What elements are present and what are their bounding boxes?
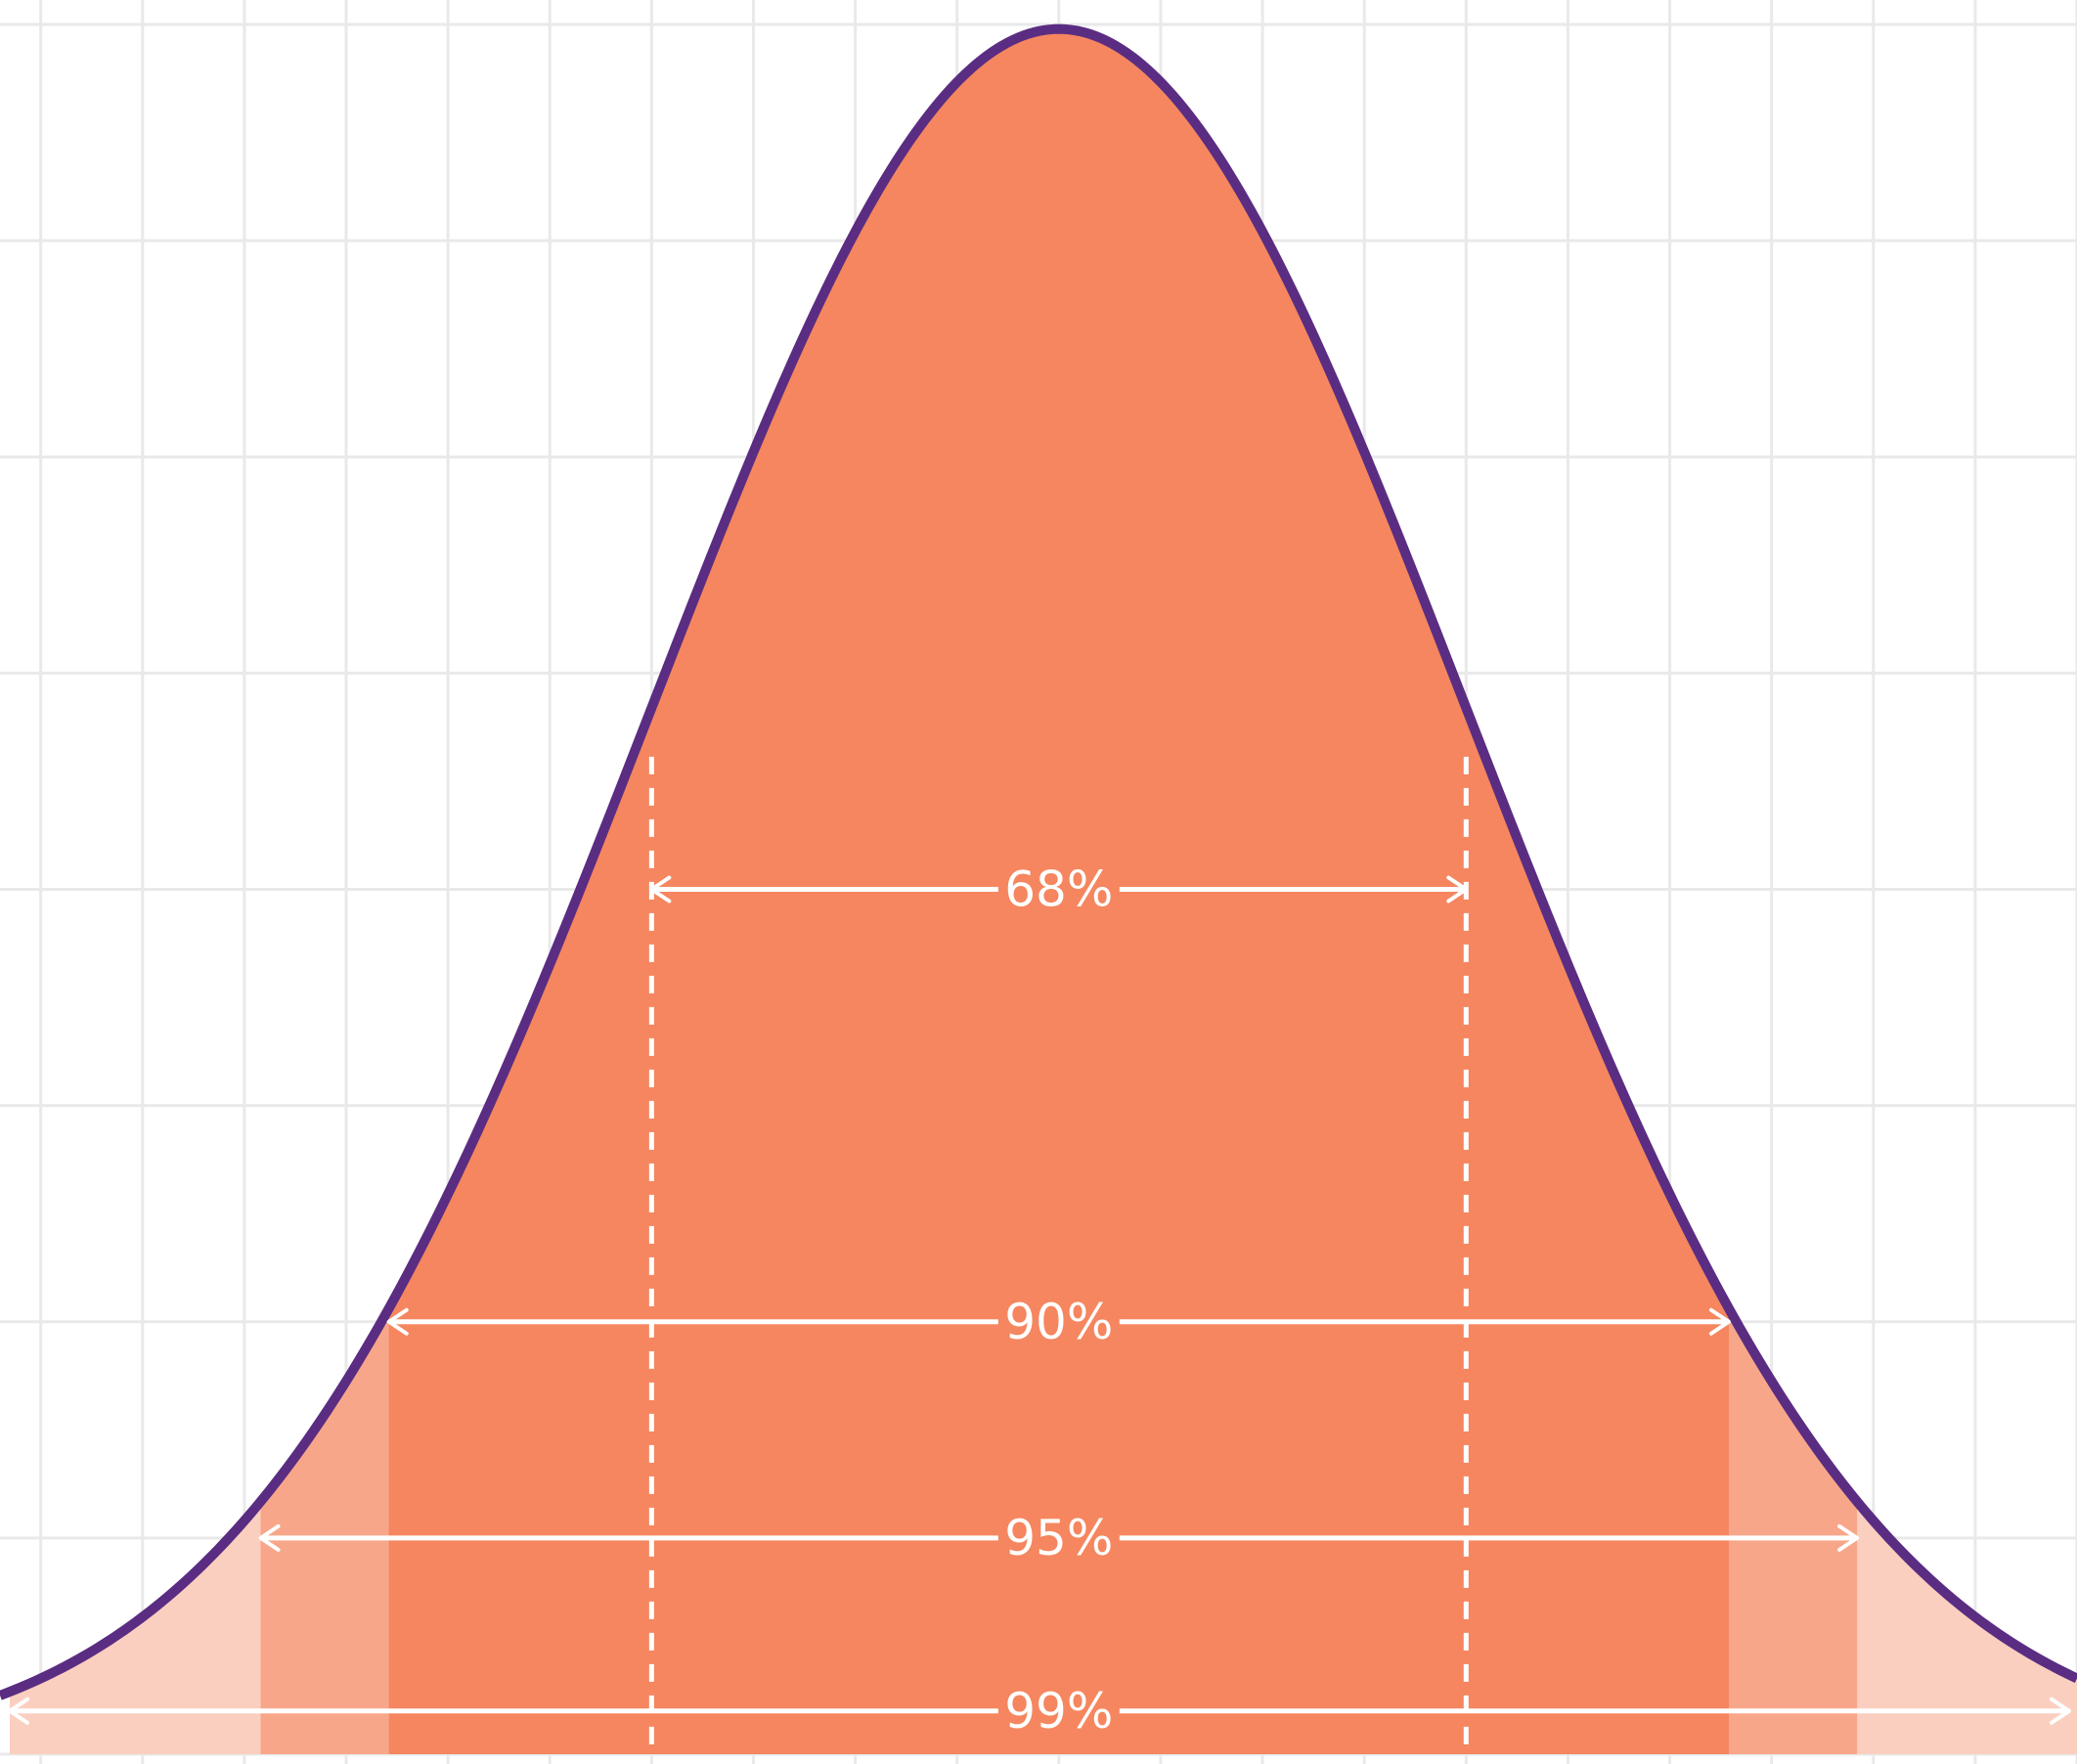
arrowhead-left-99 bbox=[7, 1697, 29, 1725]
arrowhead-left-68 bbox=[649, 875, 672, 904]
arrowhead-right-90 bbox=[1708, 1307, 1731, 1336]
arrowhead-right-95 bbox=[1837, 1523, 1860, 1552]
sigma-dashed-lines bbox=[648, 756, 1469, 1754]
arrowhead-left-90 bbox=[386, 1307, 409, 1336]
band-arrows: 68% 90% 95% 99% bbox=[7, 861, 2071, 1740]
band-label-95: 95% bbox=[1004, 1510, 1113, 1566]
arrowhead-right-68 bbox=[1446, 875, 1469, 904]
density-curve-group bbox=[0, 23, 2077, 1700]
density-curve bbox=[0, 23, 2077, 1700]
band-label-90: 90% bbox=[1004, 1294, 1113, 1350]
arrowhead-left-95 bbox=[258, 1523, 281, 1552]
band-label-68: 68% bbox=[1004, 861, 1113, 918]
band-label-99: 99% bbox=[1004, 1683, 1113, 1740]
arrowhead-right-99 bbox=[2050, 1697, 2071, 1725]
